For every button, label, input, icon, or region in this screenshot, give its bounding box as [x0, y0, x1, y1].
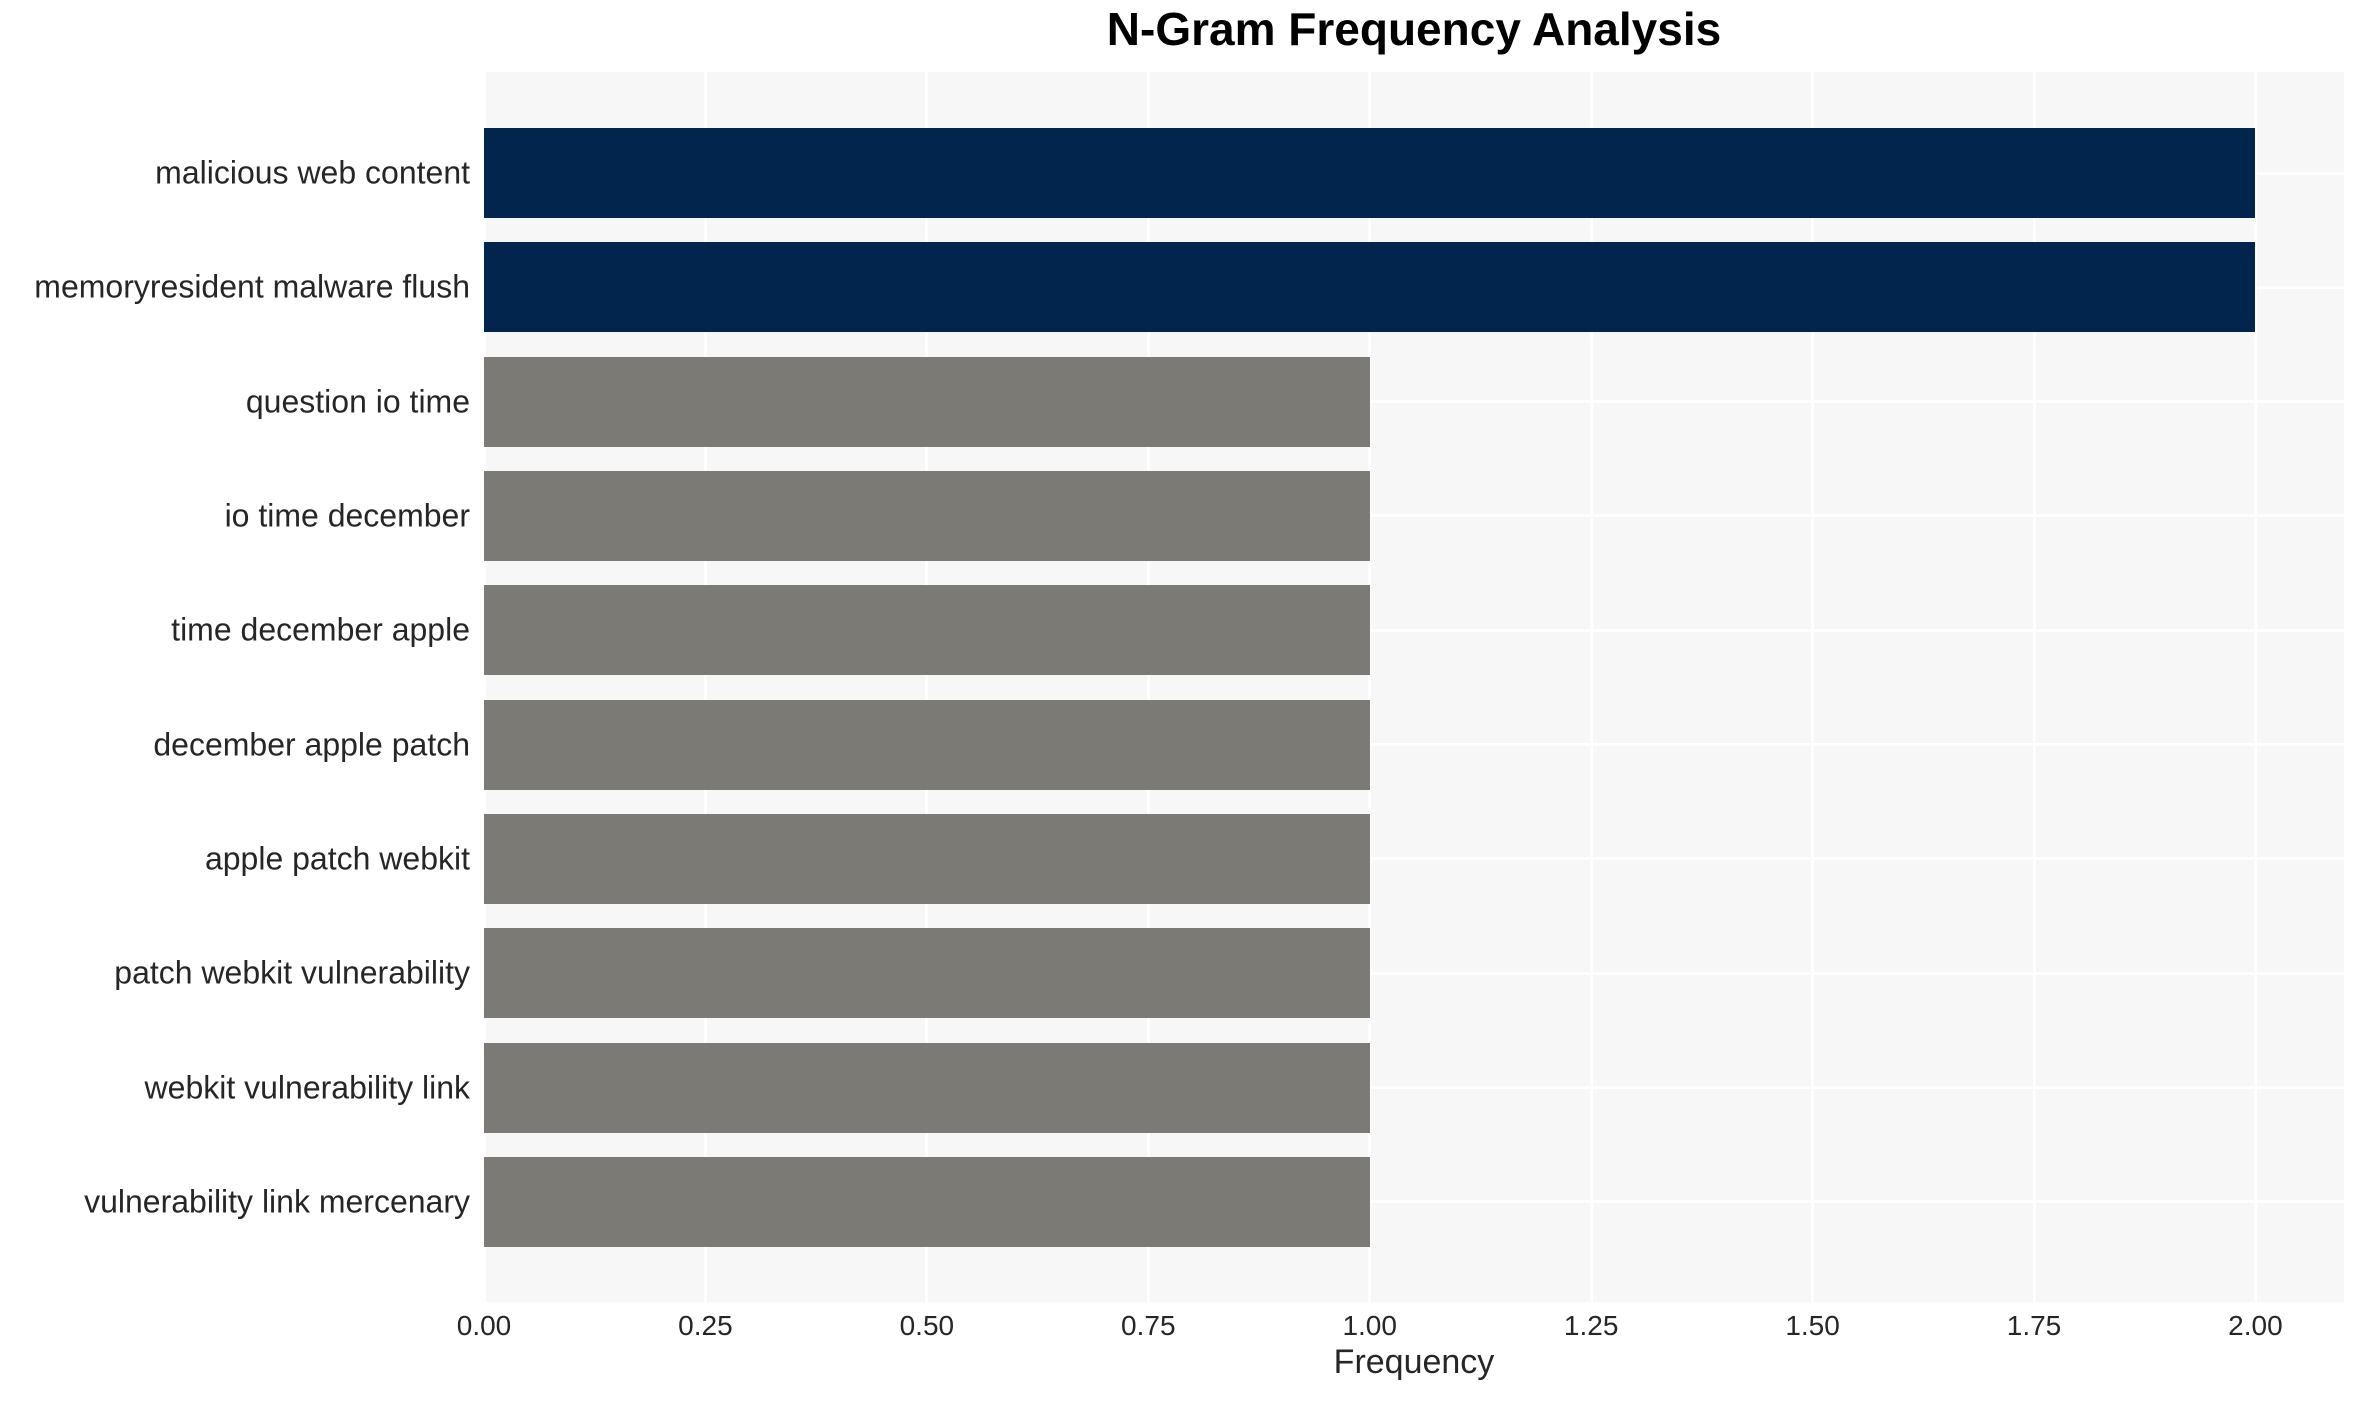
gridline-horizontal: [484, 400, 2344, 404]
plot-area: [482, 72, 2344, 1302]
x-tick-label: 0.75: [1121, 1310, 1176, 1341]
x-tick-label: 1.25: [1563, 1310, 1619, 1341]
category-label: patch webkit vulnerability: [114, 954, 470, 991]
gridline-vertical: [703, 72, 707, 1302]
bar: [484, 470, 1370, 561]
gridline-vertical: [1368, 72, 1372, 1302]
gridline-horizontal: [484, 743, 2344, 747]
gridline-vertical: [1589, 72, 1593, 1302]
chart-title: N-Gram Frequency Analysis: [1106, 3, 1722, 55]
gridline-vertical: [2253, 72, 2257, 1302]
category-label: time december apple: [171, 611, 470, 648]
bar: [484, 699, 1370, 790]
gridline-vertical: [1146, 72, 1150, 1302]
gridline-horizontal: [484, 628, 2344, 632]
x-tick-label: 0.00: [456, 1310, 512, 1341]
gridline-vertical: [925, 72, 929, 1302]
category-label: december apple patch: [153, 726, 470, 763]
x-tick-label: 1.50: [1785, 1310, 1840, 1341]
category-label: webkit vulnerability link: [144, 1069, 470, 1106]
bar: [484, 242, 2256, 333]
bar: [484, 585, 1370, 676]
bar: [484, 813, 1370, 904]
bar: [484, 356, 1370, 447]
x-axis-label: Frequency: [1333, 1343, 1495, 1381]
x-tick-label: 1.75: [2006, 1310, 2062, 1341]
gridline-horizontal: [484, 1086, 2344, 1090]
category-label: vulnerability link mercenary: [84, 1183, 470, 1220]
x-tick-label: 2.00: [2228, 1310, 2283, 1341]
gridline-vertical: [482, 72, 486, 1302]
bar: [484, 928, 1370, 1019]
gridline-horizontal: [484, 514, 2344, 518]
x-tick-label: 0.25: [678, 1310, 733, 1341]
x-tick-label: 0.50: [899, 1310, 955, 1341]
x-tick-label: 1.00: [1342, 1310, 1397, 1341]
bar: [484, 1042, 1370, 1133]
gridline-vertical: [2032, 72, 2036, 1302]
gridline-horizontal: [484, 971, 2344, 975]
category-label: memoryresident malware flush: [34, 268, 470, 305]
category-label: io time december: [224, 497, 470, 534]
gridline-horizontal: [484, 1200, 2344, 1204]
gridline-vertical: [1811, 72, 1815, 1302]
category-label: question io time: [245, 383, 470, 420]
bar: [484, 1156, 1370, 1247]
bar: [484, 128, 2256, 218]
gridline-horizontal: [484, 857, 2344, 861]
category-label: apple patch webkit: [204, 840, 470, 877]
category-label: malicious web content: [155, 154, 470, 191]
